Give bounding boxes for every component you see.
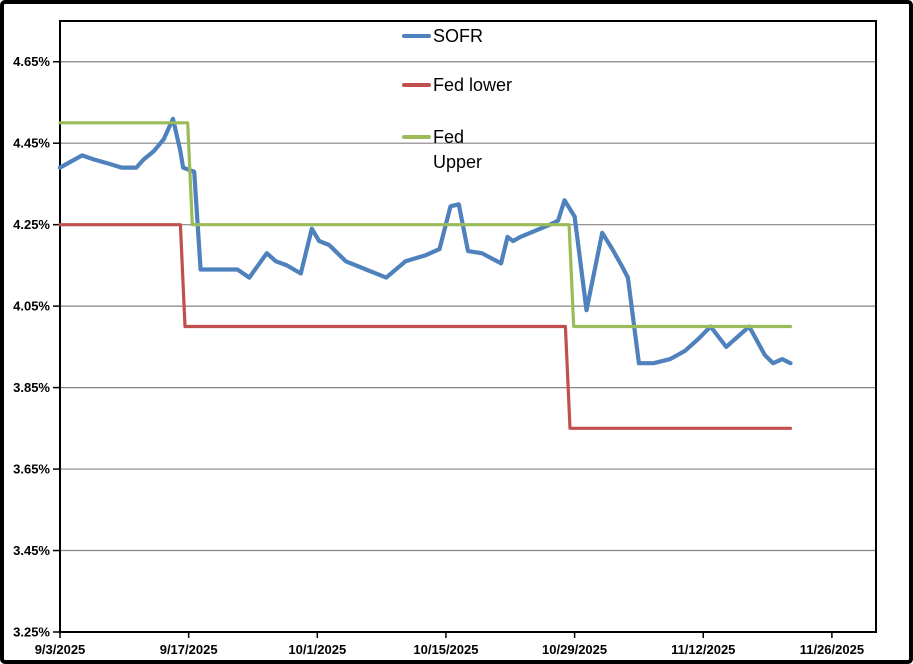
legend-item-fed-upper: Fed Upper (402, 125, 482, 175)
x-tick-label: 11/26/2025 (800, 642, 864, 657)
legend-item-sofr: SOFR (402, 24, 483, 49)
x-tick-label: 9/3/2025 (35, 642, 86, 657)
fed-lower-line-swatch (402, 83, 431, 87)
series-line-fed-lower (58, 223, 793, 430)
fed-upper-line-swatch (402, 135, 431, 139)
y-tick-label: 4.65% (13, 54, 50, 69)
sofr-line-swatch (402, 34, 431, 38)
y-tick-label: 3.45% (13, 543, 50, 558)
rate-chart-svg: 3.25% 3.45% 3.65% 3.85% 4.05% 4.25% 4.45% 4.65%… (13, 20, 877, 657)
legend-label-sofr: SOFR (433, 26, 484, 46)
y-tick-label: 3.85% (13, 380, 50, 395)
x-tick-label: 10/29/2025 (542, 642, 607, 657)
x-tick-label: 11/12/2025 (671, 642, 735, 657)
series-line-fed-upper (58, 121, 793, 329)
x-tick-label: 10/1/2025 (288, 642, 346, 657)
y-tick-label: 4.05% (13, 299, 50, 314)
x-tick-label: 10/15/2025 (413, 642, 478, 657)
y-tick-label: 4.25% (13, 217, 50, 232)
legend-label-fed-lower: Fed lower (433, 75, 513, 95)
legend-item-fed-lower: Fed lower (402, 73, 512, 98)
series-line-sofr (57, 116, 793, 366)
legend-label-fed-upper: Fed Upper (433, 127, 483, 172)
y-tick-label: 4.45% (13, 136, 50, 151)
x-tick-label: 9/17/2025 (160, 642, 218, 657)
y-tick-label: 3.65% (13, 462, 50, 477)
y-tick-label: 3.25% (13, 625, 50, 640)
plot-area-border (59, 20, 877, 633)
